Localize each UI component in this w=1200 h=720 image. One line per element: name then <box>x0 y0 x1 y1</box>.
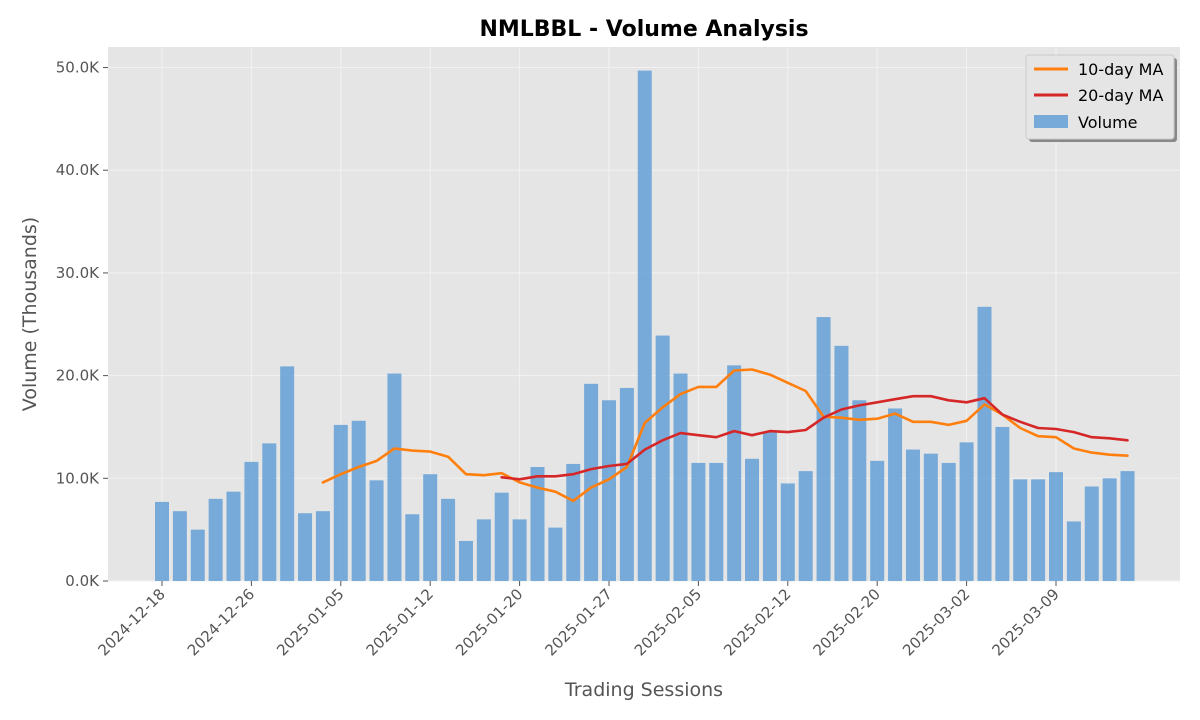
y-tick-label: 10.0K <box>56 469 100 487</box>
x-axis-label: Trading Sessions <box>564 679 723 701</box>
volume-bar <box>244 461 259 581</box>
volume-bar <box>923 453 938 581</box>
volume-bar <box>494 492 509 581</box>
volume-bars <box>155 70 1135 581</box>
volume-bar <box>673 373 688 581</box>
volume-bar <box>530 467 545 581</box>
volume-bar <box>172 511 187 581</box>
volume-bar <box>655 335 670 581</box>
x-tick-label: 2025-02-20 <box>810 585 884 659</box>
volume-bar <box>548 527 563 581</box>
volume-bar <box>798 471 813 581</box>
x-tick-label: 2025-02-05 <box>631 585 705 659</box>
volume-bar <box>512 519 527 581</box>
volume-bar <box>423 474 438 581</box>
volume-bar <box>1013 479 1028 581</box>
volume-bar <box>870 460 885 581</box>
volume-bar <box>977 306 992 581</box>
volume-bar <box>995 426 1010 581</box>
legend-swatch-volume <box>1034 115 1068 128</box>
volume-bar <box>155 501 169 581</box>
volume-bar <box>1066 521 1081 581</box>
y-tick-label: 20.0K <box>56 367 100 385</box>
volume-bar <box>1120 471 1135 581</box>
volume-bar <box>351 420 366 581</box>
x-tick-label: 2024-12-18 <box>94 585 168 659</box>
volume-bar <box>262 443 277 581</box>
volume-bar <box>941 462 956 581</box>
volume-bar <box>298 513 313 581</box>
volume-bar <box>208 498 223 581</box>
x-tick-label: 2025-01-05 <box>273 585 347 659</box>
volume-bar <box>1049 472 1063 581</box>
volume-bar <box>959 442 974 581</box>
legend-label-ma20: 20-day MA <box>1078 86 1163 105</box>
x-tick-label: 2025-03-02 <box>899 585 973 659</box>
volume-bar <box>691 462 706 581</box>
x-tick-label: 2025-03-09 <box>988 585 1062 659</box>
volume-bar <box>1084 486 1099 581</box>
moving-average-lines <box>321 368 1129 503</box>
volume-bar <box>1102 478 1117 581</box>
legend-label-volume: Volume <box>1078 113 1138 132</box>
y-tick-label: 30.0K <box>56 264 100 282</box>
volume-bar <box>905 449 920 581</box>
chart-title: NMLBBL - Volume Analysis <box>479 17 808 42</box>
volume-bar <box>834 345 849 581</box>
volume-bar <box>566 463 581 581</box>
volume-bar <box>637 70 652 581</box>
x-tick-label: 2025-02-12 <box>720 585 794 659</box>
volume-bar <box>762 432 777 581</box>
volume-bar <box>369 480 384 581</box>
volume-bar <box>441 498 456 581</box>
volume-bar <box>190 529 205 581</box>
volume-bar <box>709 462 724 581</box>
x-tick-label: 2025-01-20 <box>452 585 526 659</box>
volume-bar <box>315 511 330 581</box>
ma20-line <box>500 394 1129 481</box>
volume-bar <box>888 408 903 581</box>
y-axis-label: Volume (Thousands) <box>19 217 41 411</box>
volume-bar <box>602 400 616 581</box>
legend: 10-day MA 20-day MA Volume <box>1025 54 1177 142</box>
y-tick-label: 0.0K <box>65 572 100 590</box>
volume-bar <box>852 400 867 581</box>
volume-bar <box>619 387 634 581</box>
x-tick-label: 2024-12-26 <box>184 585 258 659</box>
volume-bar <box>476 519 491 581</box>
volume-bar <box>584 383 599 581</box>
volume-bar <box>1031 479 1046 581</box>
x-axis-ticks: 2024-12-18 2024-12-26 2025-01-05 2025-01-12… <box>94 581 1063 659</box>
ma10-line <box>321 368 1129 503</box>
volume-bar <box>458 540 473 581</box>
y-tick-label: 40.0K <box>56 161 100 179</box>
volume-bar <box>816 317 831 581</box>
volume-bar <box>745 458 760 581</box>
volume-bar <box>405 514 420 581</box>
x-tick-label: 2025-01-12 <box>363 585 437 659</box>
x-tick-label: 2025-01-27 <box>541 585 615 659</box>
volume-bar <box>280 366 295 581</box>
y-tick-label: 50.0K <box>56 59 100 77</box>
volume-bar <box>727 365 742 581</box>
volume-bar <box>780 483 795 581</box>
y-axis-ticks: 0.0K 10.0K 20.0K 30.0K 40.0K 50.0K <box>56 59 108 590</box>
volume-bar <box>226 491 241 581</box>
volume-bar <box>333 424 348 581</box>
volume-bar <box>387 373 402 581</box>
legend-label-ma10: 10-day MA <box>1078 60 1163 79</box>
